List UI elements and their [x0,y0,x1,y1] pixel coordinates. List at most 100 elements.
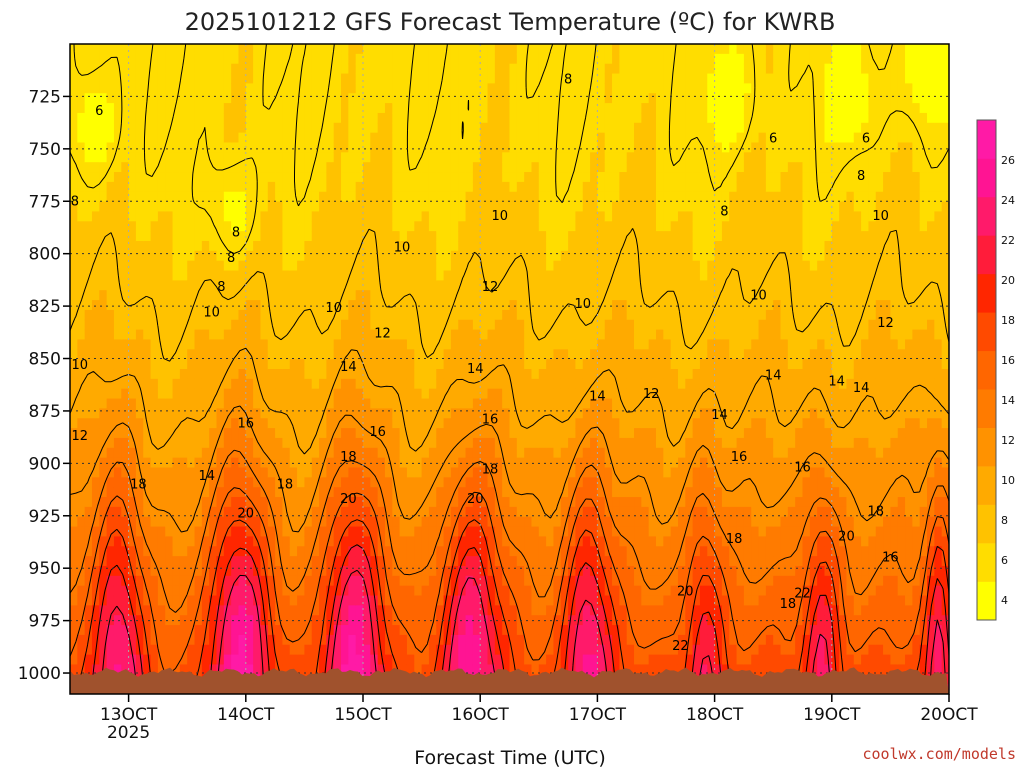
field-cell [245,625,254,636]
field-cell [304,300,313,311]
field-cell [91,290,100,301]
field-cell [143,506,152,518]
field-cell [143,339,152,350]
field-cell [179,605,188,616]
field-cell [494,634,503,646]
field-cell [275,615,284,626]
field-cell [399,142,408,153]
field-cell [165,595,174,606]
field-cell [311,300,320,311]
field-cell [223,319,232,331]
field-cell [311,388,320,400]
field-cell [260,152,269,163]
field-cell [245,634,254,646]
field-cell [165,112,174,124]
field-cell [597,437,606,449]
field-cell [157,477,166,488]
field-cell [121,428,130,439]
field-cell [619,300,628,311]
field-cell [282,162,291,173]
field-cell [560,250,569,262]
field-cell [524,536,533,547]
field-cell [553,497,562,508]
field-cell [575,221,584,232]
field-cell [465,112,474,124]
field-cell [560,634,569,646]
field-cell [355,181,364,193]
field-cell [414,93,423,104]
field-cell [458,103,467,114]
field-cell [99,280,108,291]
field-cell [363,211,371,222]
field-cell [326,378,335,390]
field-cell [399,181,408,193]
field-cell [311,428,320,439]
field-cell [172,546,181,557]
field-cell [502,221,511,232]
field-cell [348,93,357,104]
field-cell [443,369,452,380]
field-cell [384,231,393,242]
field-cell [604,418,613,429]
field-cell [238,103,247,114]
field-cell [546,329,555,341]
field-cell [509,506,518,518]
field-cell [341,270,349,281]
field-cell [209,634,218,646]
field-cell [480,556,489,567]
field-cell [348,172,357,183]
field-cell [282,477,291,488]
field-cell [428,369,437,380]
field-cell [531,339,540,350]
field-cell [370,211,379,222]
field-cell [384,437,393,449]
field-cell [106,595,115,606]
field-cell [187,369,196,380]
field-cell [128,457,137,469]
field-cell [458,595,467,606]
field-cell [560,260,569,272]
field-cell [187,625,196,636]
field-cell [106,467,115,478]
field-cell [84,378,93,390]
field-cell [363,644,371,656]
field-cell [289,53,298,65]
field-cell [516,408,525,419]
field-cell [165,290,174,301]
field-cell [465,103,474,114]
field-cell [194,319,203,331]
field-cell [414,201,423,213]
field-cell [311,408,320,419]
field-cell [428,122,437,134]
field-cell [304,447,313,459]
field-cell [275,270,284,281]
field-cell [238,152,247,163]
field-cell [384,309,393,321]
field-cell [187,93,196,104]
field-cell [516,477,525,488]
field-cell [106,605,115,616]
field-cell [524,53,533,65]
field-cell [304,575,313,587]
field-cell [612,339,620,350]
field-cell [341,516,349,528]
field-cell [297,142,305,153]
field-cell [70,369,78,380]
field-cell [480,339,489,350]
field-cell [209,408,218,419]
field-cell [414,625,423,636]
field-cell [568,290,577,301]
field-cell [392,625,401,636]
field-cell [436,191,445,203]
field-cell [619,172,628,183]
field-cell [282,83,291,94]
field-cell [172,664,181,675]
field-cell [458,634,467,646]
field-cell [516,319,525,331]
field-cell [406,122,415,134]
field-cell [443,506,452,518]
field-cell [275,63,284,75]
field-cell [121,231,130,242]
field-cell [546,162,555,173]
field-cell [575,615,584,626]
